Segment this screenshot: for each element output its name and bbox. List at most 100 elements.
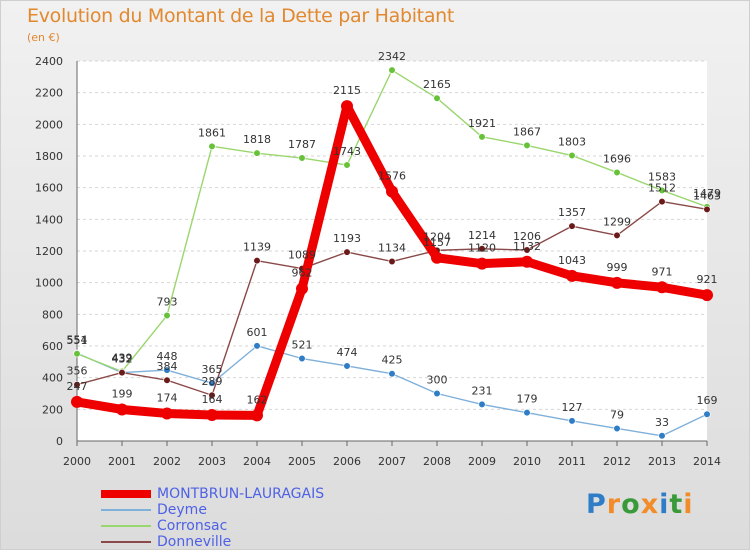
data-label-corronsac: 439: [112, 351, 133, 364]
data-label-deyme: 554: [67, 333, 88, 346]
data-point-montbrun-lauragais: [341, 100, 353, 113]
y-tick-label: 1600: [35, 182, 63, 195]
data-label-deyme: 179: [517, 393, 538, 406]
data-label-montbrun-lauragais: 199: [112, 387, 133, 400]
data-point-donneville: [208, 391, 216, 399]
data-point-donneville: [568, 222, 576, 230]
legend-item-corronsac: Corronsac: [101, 518, 227, 534]
proxiti-logo: Proxiti: [586, 489, 694, 520]
data-label-montbrun-lauragais: 971: [652, 265, 673, 278]
data-point-montbrun-lauragais: [296, 282, 308, 295]
data-label-montbrun-lauragais: 162: [247, 393, 268, 406]
data-label-deyme: 127: [562, 401, 583, 414]
data-point-deyme: [388, 370, 396, 378]
x-tick-label: 2008: [423, 455, 451, 468]
legend-label: MONTBRUN-LAURAGAIS: [157, 486, 325, 502]
x-tick-label: 2014: [693, 455, 721, 468]
data-label-donneville: 1512: [648, 182, 676, 195]
legend-item-montbrun-lauragais: MONTBRUN-LAURAGAIS: [101, 486, 324, 502]
data-label-deyme: 425: [382, 354, 403, 367]
x-tick-label: 2001: [108, 455, 136, 468]
data-point-corronsac: [73, 350, 81, 358]
data-point-corronsac: [568, 151, 576, 160]
data-point-corronsac: [523, 141, 531, 149]
data-label-corronsac: 793: [157, 295, 178, 308]
y-tick-label: 800: [42, 308, 63, 321]
data-label-deyme: 169: [697, 394, 718, 407]
data-label-montbrun-lauragais: 2115: [333, 84, 361, 97]
y-tick-label: 1000: [35, 277, 63, 290]
data-point-deyme: [703, 410, 711, 418]
data-point-montbrun-lauragais: [656, 281, 668, 294]
x-tick-label: 2000: [63, 455, 91, 468]
data-point-deyme: [658, 432, 666, 440]
legend-label: Donneville: [157, 534, 232, 550]
logo-letter: i: [659, 489, 670, 520]
data-point-montbrun-lauragais: [476, 257, 488, 270]
data-label-donneville: 1139: [243, 241, 271, 254]
data-point-deyme: [433, 389, 441, 398]
data-point-donneville: [388, 257, 396, 266]
data-point-montbrun-lauragais: [566, 269, 578, 282]
data-point-donneville: [658, 198, 666, 206]
data-label-corronsac: 1818: [243, 133, 271, 146]
x-tick-label: 2007: [378, 455, 406, 468]
data-label-donneville: 1193: [333, 232, 361, 245]
y-tick-label: 2000: [35, 118, 63, 131]
logo-letter: i: [683, 489, 694, 520]
data-label-donneville: 1206: [513, 230, 541, 243]
data-point-montbrun-lauragais: [161, 407, 173, 420]
data-point-corronsac: [298, 154, 306, 162]
data-label-montbrun-lauragais: 962: [292, 267, 313, 280]
x-tick-label: 2013: [648, 455, 676, 468]
data-label-montbrun-lauragais: 999: [607, 261, 628, 274]
legend-swatch: [101, 490, 151, 498]
data-point-deyme: [298, 354, 306, 363]
y-tick-label: 2200: [35, 87, 63, 100]
data-label-deyme: 521: [292, 339, 313, 352]
chart-title: Evolution du Montant de la Dette par Hab…: [27, 5, 455, 27]
data-label-corronsac: 1921: [468, 117, 496, 130]
data-label-corronsac: 1743: [333, 145, 361, 158]
data-label-montbrun-lauragais: 1132: [513, 240, 541, 253]
data-point-corronsac: [163, 311, 171, 320]
y-tick-label: 0: [56, 435, 63, 448]
data-point-montbrun-lauragais: [251, 409, 263, 422]
logo-letter: t: [669, 489, 684, 520]
x-tick-label: 2006: [333, 455, 361, 468]
data-point-corronsac: [343, 161, 351, 169]
data-label-donneville: 384: [157, 360, 178, 373]
data-label-donneville: 432: [112, 353, 133, 366]
data-label-montbrun-lauragais: 1120: [468, 242, 496, 255]
data-point-deyme: [568, 417, 576, 425]
logo-letter: x: [640, 489, 660, 520]
data-label-corronsac: 551: [67, 334, 88, 347]
data-label-deyme: 601: [247, 326, 268, 339]
data-label-donneville: 1357: [558, 206, 586, 219]
data-point-donneville: [613, 231, 621, 239]
data-label-donneville: 1089: [288, 249, 316, 262]
y-tick-label: 600: [42, 340, 63, 353]
data-label-corronsac: 1861: [198, 126, 226, 139]
logo-letter: o: [621, 489, 641, 520]
data-point-donneville: [343, 248, 351, 256]
logo-letter: P: [586, 489, 607, 520]
data-label-donneville: 1299: [603, 215, 631, 228]
data-label-montbrun-lauragais: 921: [697, 273, 718, 286]
data-point-montbrun-lauragais: [701, 289, 713, 302]
x-tick-label: 2011: [558, 455, 586, 468]
data-label-donneville: 1463: [693, 189, 721, 202]
data-label-deyme: 79: [610, 408, 624, 421]
data-label-corronsac: 2342: [378, 50, 406, 63]
data-point-donneville: [478, 245, 486, 253]
x-tick-label: 2010: [513, 455, 541, 468]
x-tick-label: 2009: [468, 455, 496, 468]
data-label-donneville: 1204: [423, 230, 451, 243]
data-point-deyme: [253, 342, 261, 350]
data-point-corronsac: [433, 94, 441, 102]
data-label-donneville: 1214: [468, 229, 496, 242]
data-point-deyme: [343, 362, 351, 370]
legend-swatch: [101, 509, 151, 511]
legend-item-deyme: Deyme: [101, 502, 207, 518]
